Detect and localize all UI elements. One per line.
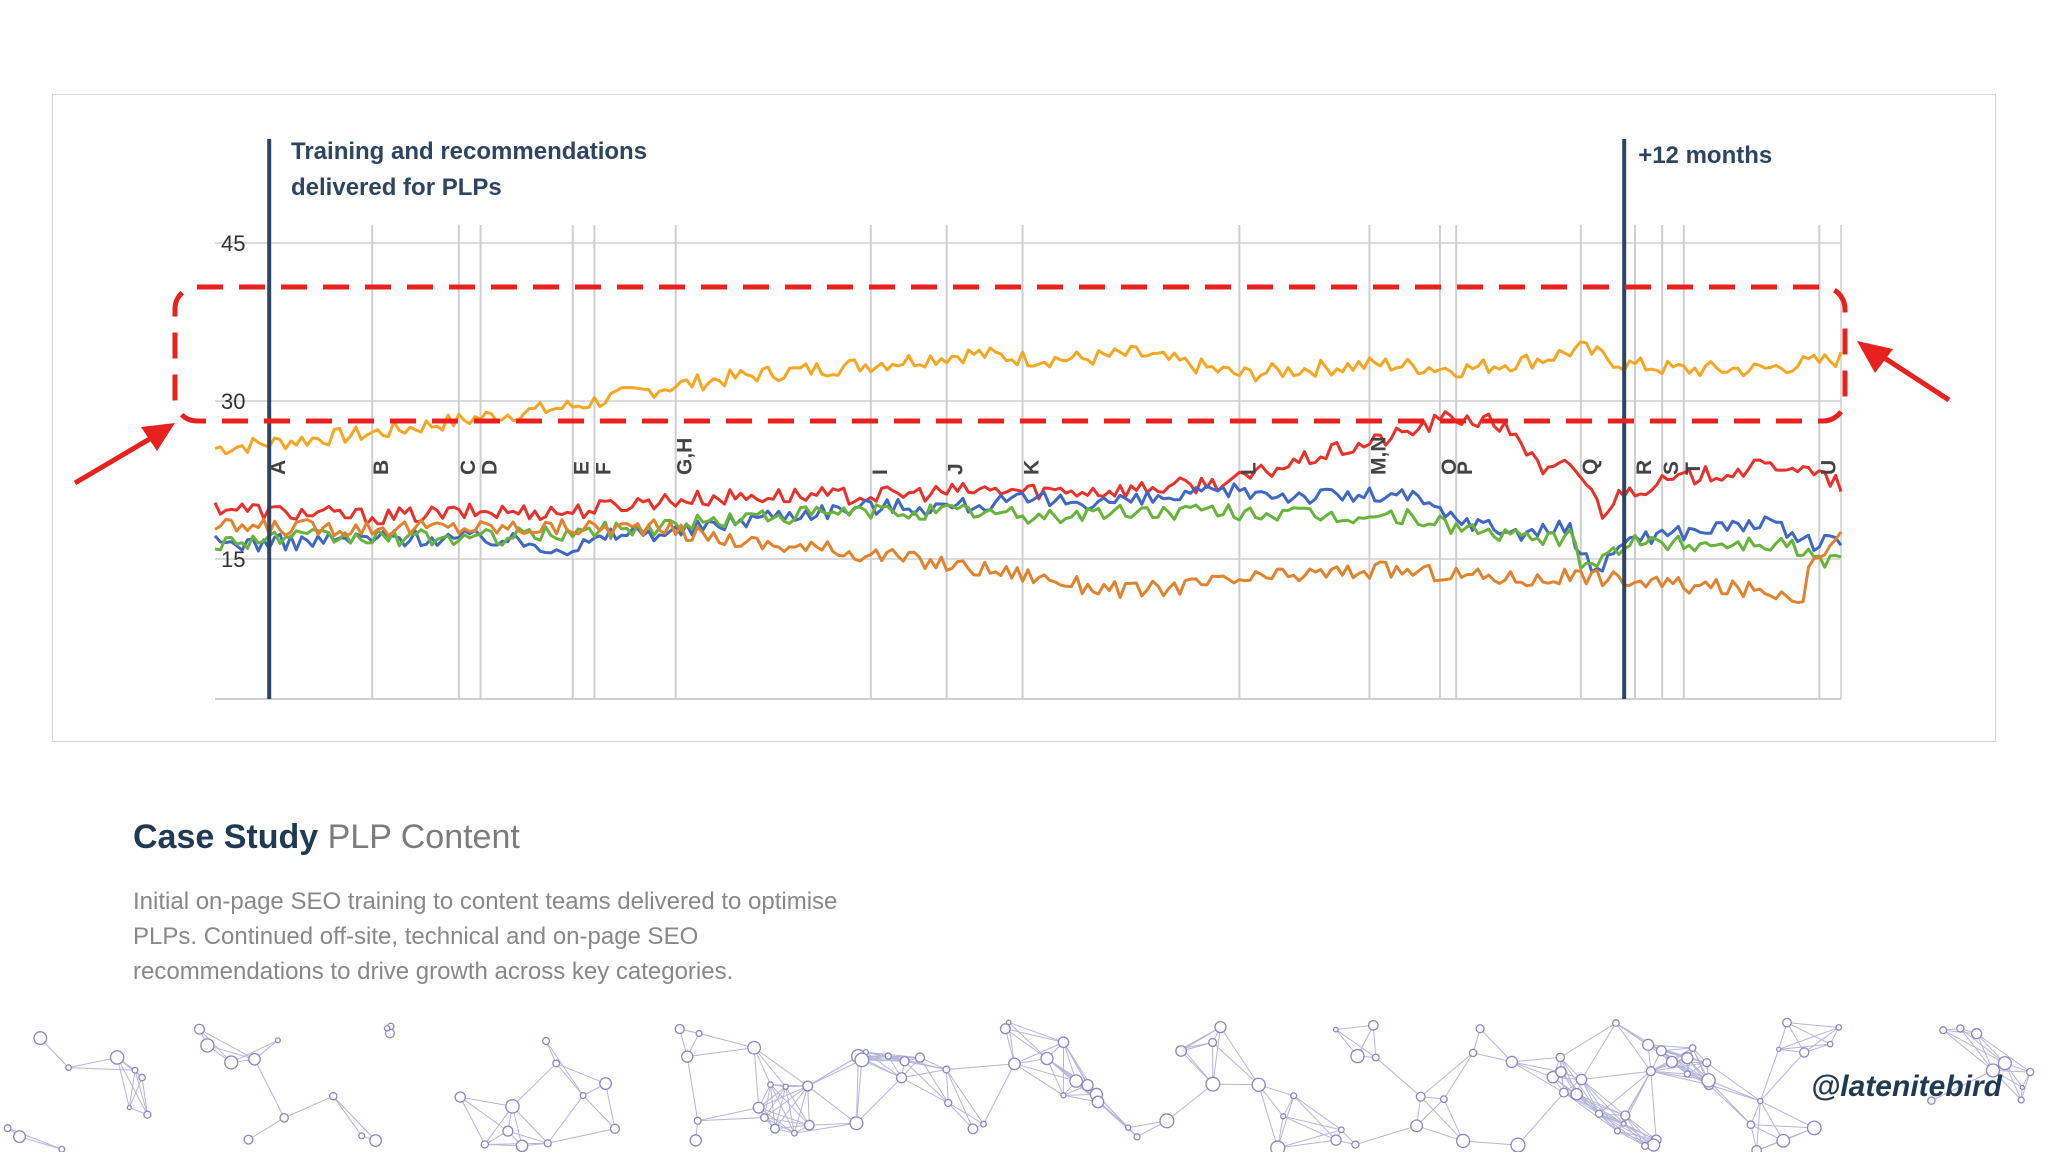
series-orange-low-line: [214, 517, 1843, 605]
series-orange-top-line: [214, 340, 1843, 456]
event-label-M,N: M,N: [1367, 437, 1390, 476]
event-label-O: O: [1438, 459, 1461, 475]
series-green-line: [214, 503, 1842, 570]
arrow-right: [1857, 341, 1951, 403]
series-red-line: [213, 410, 1843, 526]
arrow-left: [73, 423, 175, 486]
event-label-E: E: [571, 461, 594, 475]
annotation-start-line1: Training and recommendations: [291, 138, 647, 165]
event-label-B: B: [370, 460, 393, 475]
case-study-heading: Case Study PLP Content: [133, 818, 520, 857]
chart-panel: 45 30 15 Training and recommendations deliv…: [52, 94, 1996, 742]
event-label-A: A: [267, 460, 290, 475]
y-tick-45: 45: [221, 231, 245, 256]
event-label-Q: Q: [1579, 459, 1602, 475]
event-label-G,H: G,H: [674, 438, 697, 475]
twitter-handle: @latenitebird: [1811, 1070, 2002, 1103]
event-label-L: L: [1237, 462, 1260, 475]
network-decoration: [3, 1017, 2035, 1152]
event-label-D: D: [479, 460, 502, 475]
event-label-I: I: [869, 469, 892, 475]
event-label-J: J: [945, 463, 968, 475]
heading-light: PLP Content: [327, 818, 520, 856]
annotation-end: +12 months: [1638, 142, 1772, 169]
annotation-start-line2: delivered for PLPs: [291, 174, 502, 201]
event-label-S: S: [1660, 461, 1683, 475]
y-tick-30: 30: [221, 389, 245, 414]
event-label-C: C: [457, 460, 480, 475]
series-blue-line: [213, 482, 1843, 574]
event-label-U: U: [1817, 460, 1840, 475]
label-layer: Training and recommendations delivered fo…: [267, 138, 1840, 475]
highlight-layer: [73, 284, 1951, 486]
series-layer: [213, 340, 1843, 605]
case-study-description: Initial on-page SEO training to content …: [133, 888, 838, 985]
event-label-F: F: [592, 462, 615, 475]
event-label-K: K: [1021, 460, 1044, 475]
event-label-P: P: [1454, 461, 1477, 475]
event-label-T: T: [1682, 462, 1705, 475]
heading-bold: Case Study: [133, 818, 319, 856]
highlight-dashed-box: [172, 284, 1848, 424]
event-label-R: R: [1633, 460, 1656, 475]
